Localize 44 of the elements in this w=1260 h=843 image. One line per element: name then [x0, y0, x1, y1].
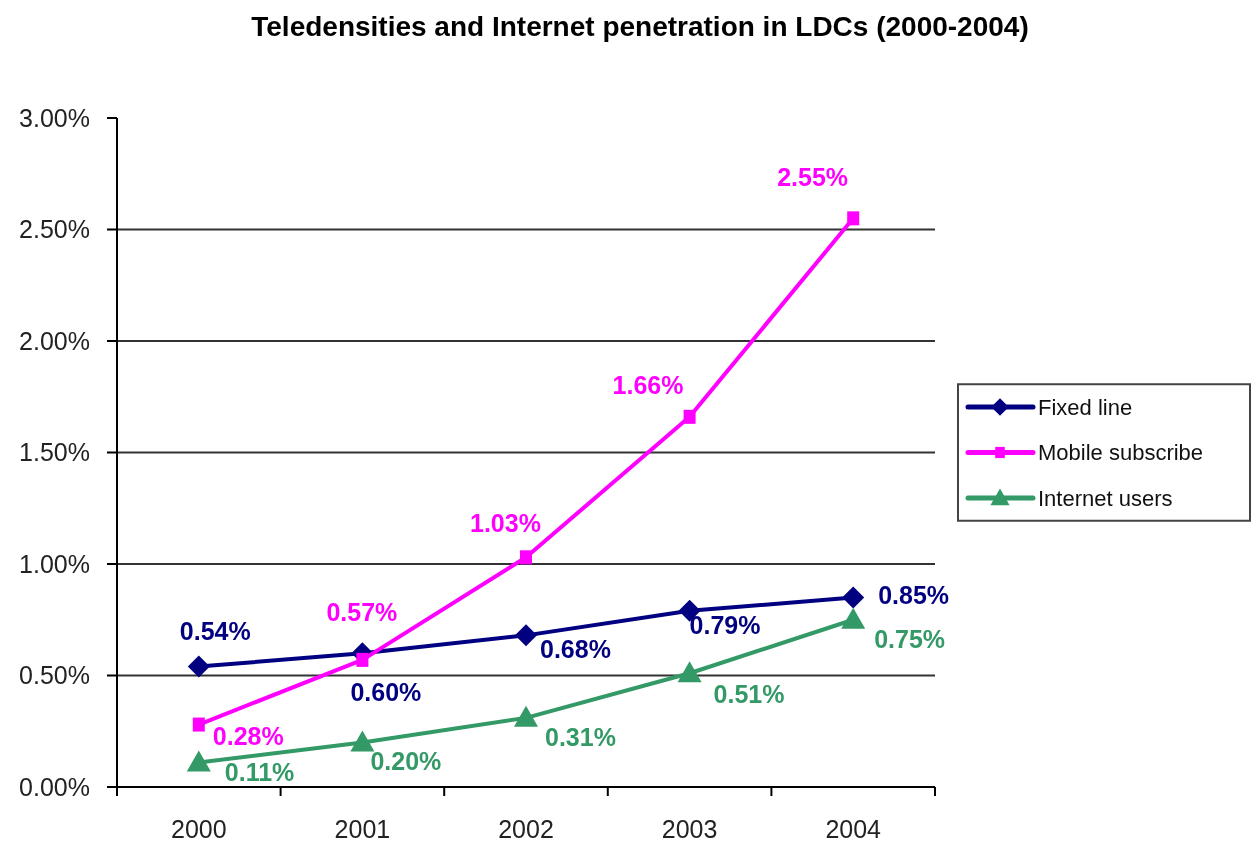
legend-label: Fixed line	[1038, 394, 1133, 420]
point	[514, 705, 538, 727]
data-label: 0.68%	[540, 635, 611, 664]
y-tick-label: 1.50%	[19, 438, 90, 467]
legend-label: Internet users	[1038, 485, 1173, 511]
point	[841, 607, 866, 629]
point	[515, 624, 537, 647]
point	[683, 409, 696, 424]
data-label: 0.57%	[326, 597, 398, 626]
point	[192, 717, 205, 732]
point	[677, 661, 702, 683]
chart-title: Teledensities and Internet penetration in LDCs (2000-2004)	[251, 11, 1029, 42]
data-label: 0.85%	[878, 581, 950, 610]
data-label: 0.75%	[874, 624, 946, 653]
data-label: 1.03%	[470, 509, 541, 538]
x-tick-label: 2001	[334, 814, 391, 843]
point	[847, 211, 860, 226]
point	[186, 750, 211, 772]
data-label: 0.60%	[350, 678, 422, 707]
data-label: 0.11%	[224, 758, 295, 787]
x-tick-label: 2002	[498, 814, 554, 843]
y-tick-label: 2.50%	[19, 215, 90, 244]
y-tick-label: 1.00%	[19, 549, 90, 578]
point	[350, 730, 375, 752]
y-tick-label: 0.50%	[19, 661, 90, 690]
y-tick-label: 2.00%	[19, 326, 90, 355]
x-tick-label: 2003	[661, 814, 718, 843]
x-tick-label: 2000	[170, 814, 227, 843]
y-tick-label: 0.00%	[19, 772, 90, 801]
data-label: 0.20%	[370, 747, 442, 776]
point	[187, 655, 210, 678]
data-label: 0.54%	[179, 616, 251, 645]
point	[356, 652, 369, 667]
data-label: 0.31%	[545, 722, 616, 751]
data-label: 0.79%	[689, 610, 761, 639]
data-label: 1.66%	[612, 370, 684, 399]
data-label: 0.28%	[212, 721, 284, 750]
point	[842, 586, 865, 609]
x-tick-label: 2004	[825, 814, 882, 843]
data-label: 0.51%	[713, 680, 785, 709]
point	[520, 550, 532, 565]
y-tick-label: 3.00%	[19, 103, 90, 132]
legend-label: Mobile subscribe	[1038, 440, 1204, 466]
data-label: 2.55%	[777, 163, 849, 192]
